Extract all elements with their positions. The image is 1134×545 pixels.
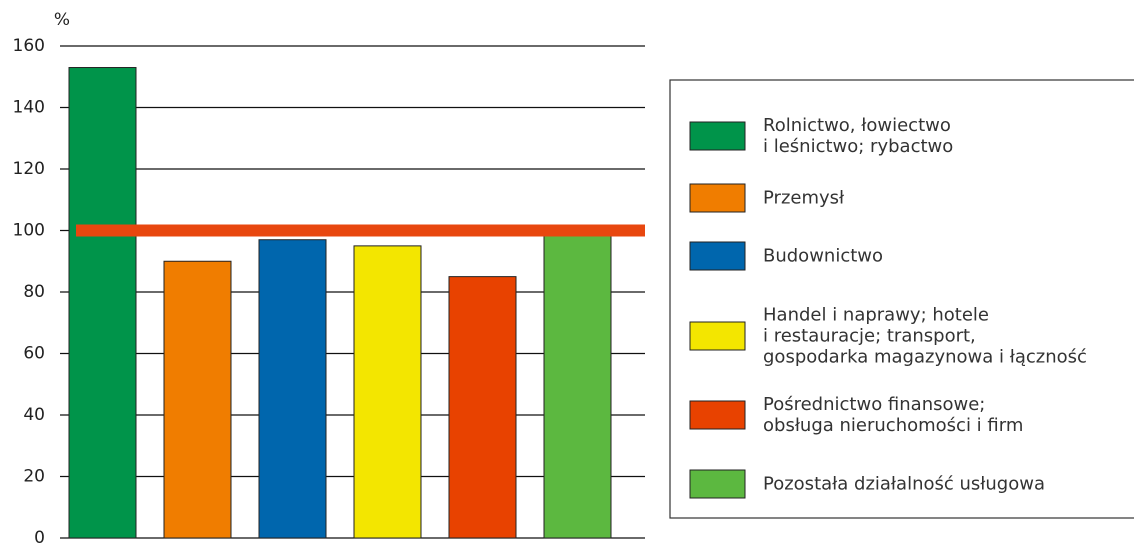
bar xyxy=(68,67,137,539)
bar xyxy=(543,230,612,539)
bar xyxy=(258,239,327,539)
legend-label: Przemysł xyxy=(763,187,845,209)
legend-swatch xyxy=(689,321,746,351)
bar xyxy=(448,276,517,539)
legend-label: Pośrednictwo finansowe; obsługa nierucho… xyxy=(763,394,1024,436)
y-tick-label: 120 xyxy=(13,159,45,179)
legend-label: Pozostała działalność usługowa xyxy=(763,473,1045,495)
legend-swatch xyxy=(689,241,746,271)
legend-swatch xyxy=(689,183,746,213)
y-tick-label: 80 xyxy=(23,282,45,302)
y-tick-label: 0 xyxy=(34,528,45,545)
bar xyxy=(163,260,232,539)
y-tick-label: 60 xyxy=(23,344,45,364)
legend-box xyxy=(669,79,1134,519)
y-tick-label: 140 xyxy=(13,98,45,118)
y-tick-label: 40 xyxy=(23,405,45,425)
legend-label: Budownictwo xyxy=(763,245,884,267)
bar xyxy=(353,245,422,539)
legend-swatch xyxy=(689,469,746,499)
y-tick-label: 160 xyxy=(13,36,45,56)
y-tick-label: 100 xyxy=(13,221,45,241)
y-tick-label: 20 xyxy=(23,467,45,487)
legend-swatch xyxy=(689,121,746,151)
legend-label: Rolnictwo, łowiectwo i leśnictwo; rybact… xyxy=(763,115,954,157)
legend-swatch xyxy=(689,400,746,430)
y-axis-label: % xyxy=(54,10,70,30)
legend-label: Handel i naprawy; hotele i restauracje; … xyxy=(763,304,1087,368)
